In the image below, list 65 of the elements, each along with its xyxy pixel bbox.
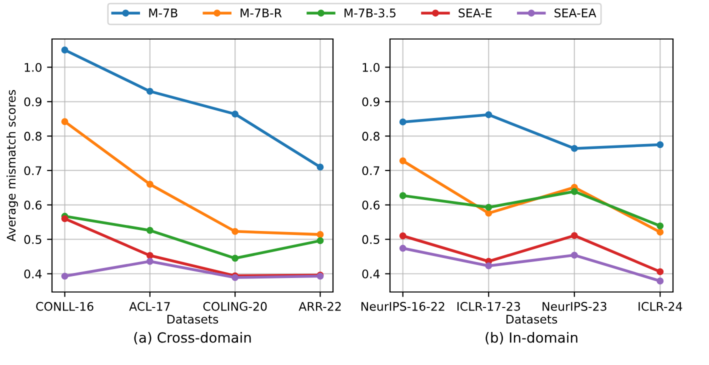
point — [316, 164, 324, 171]
point — [570, 188, 578, 195]
point — [485, 262, 492, 270]
y-tick-label: 1.0 — [24, 62, 42, 72]
point — [656, 278, 664, 284]
y-tick-label: 0.5 — [24, 235, 42, 244]
legend-label: M-7B-3.5 — [344, 8, 396, 18]
point — [146, 226, 154, 234]
y-axis-title: Average mismatch scores — [6, 90, 18, 242]
y-tick-label: 0.7 — [362, 166, 380, 176]
point — [656, 268, 664, 276]
point — [399, 232, 406, 240]
point — [232, 254, 239, 262]
y-tick-label: 0.9 — [362, 97, 380, 106]
x-tick-label: ICLR-24 — [638, 302, 682, 311]
x-tick-label: ARR-22 — [298, 302, 341, 311]
point — [232, 110, 239, 118]
point — [146, 258, 154, 265]
point — [61, 118, 68, 126]
point — [146, 88, 154, 95]
x-axis-title: Datasets — [506, 314, 558, 324]
point — [146, 180, 154, 188]
point — [570, 252, 578, 259]
point — [316, 237, 324, 244]
point — [485, 204, 492, 211]
legend-label: M-7B — [149, 8, 178, 18]
point — [570, 144, 578, 152]
legend-label: SEA-E — [458, 8, 492, 18]
y-tick-label: 0.5 — [362, 235, 380, 244]
y-tick-label: 0.7 — [24, 166, 42, 176]
y-tick-label: 0.9 — [24, 97, 42, 106]
y-tick-label: 0.6 — [362, 200, 380, 210]
text: (b) In-domain — [486, 332, 578, 344]
y-tick-label: 0.8 — [24, 132, 42, 141]
y-tick-label: 0.8 — [362, 132, 380, 141]
x-tick-label: CONLL-16 — [36, 302, 94, 311]
x-tick-label: ICLR-17-23 — [457, 302, 520, 311]
legend-label: M-7B-R — [240, 8, 282, 18]
x-tick-label: COLING-20 — [203, 302, 267, 311]
y-tick-label: 0.6 — [24, 200, 42, 210]
point — [61, 215, 68, 222]
point — [316, 231, 324, 238]
point — [656, 228, 664, 236]
point — [232, 228, 239, 235]
y-tick-label: 0.4 — [362, 269, 380, 278]
x-tick-label: NeurIPS-16-22 — [361, 302, 444, 311]
legend-label: SEA-EA — [554, 8, 596, 18]
x-axis-title: Datasets — [167, 314, 218, 324]
text: (a) Cross-domain — [134, 332, 251, 344]
point — [399, 157, 406, 164]
point — [570, 232, 578, 240]
y-tick-label: 0.4 — [24, 269, 42, 278]
point — [61, 272, 68, 280]
point — [656, 141, 664, 148]
point — [146, 252, 154, 259]
point — [656, 222, 664, 230]
x-tick-label: ACL-17 — [129, 302, 170, 311]
point — [399, 192, 406, 200]
point — [61, 46, 68, 54]
point — [485, 210, 492, 217]
point — [485, 111, 492, 118]
point — [399, 244, 406, 252]
x-tick-label: NeurIPS-23 — [542, 302, 606, 311]
point — [399, 118, 406, 126]
y-tick-label: 1.0 — [362, 62, 380, 72]
